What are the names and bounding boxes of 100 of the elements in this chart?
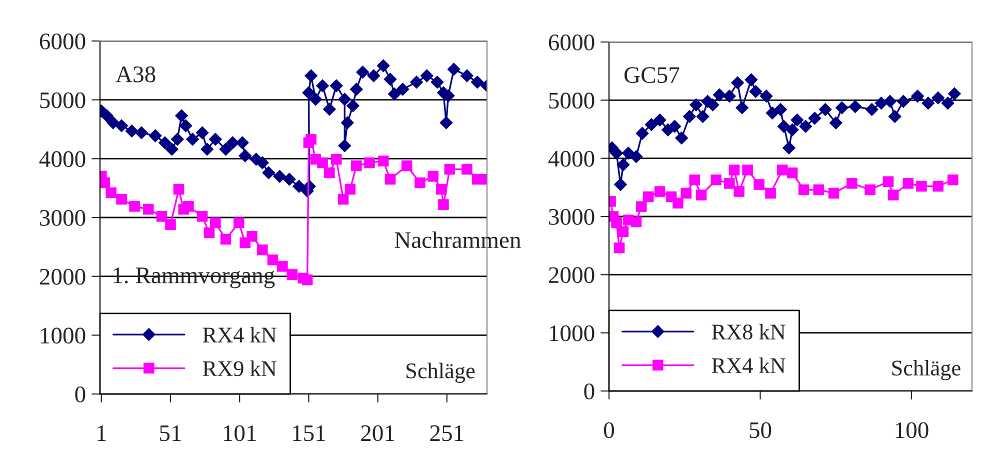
point [742,164,753,176]
point [340,116,354,130]
point [948,174,958,186]
point [790,114,804,126]
point [689,174,700,186]
x-tick-label: 151 [293,425,325,442]
point [622,146,635,160]
point [782,141,796,154]
point [309,92,322,106]
point [436,184,447,195]
point [828,188,840,199]
y-tick-label: 1000 [550,325,594,342]
point [116,194,127,205]
point [672,198,684,209]
point [344,184,356,195]
point [774,103,787,116]
point [818,103,832,116]
point [330,79,343,92]
point [618,226,629,238]
point [106,116,120,130]
point [644,118,658,132]
point [848,100,862,113]
point [728,164,740,176]
point [125,124,138,138]
point [208,132,222,146]
point [864,184,876,196]
point [100,177,110,188]
point [306,134,316,145]
point [896,94,910,108]
point [438,199,449,210]
point [302,86,316,100]
y-tick-label: 1000 [40,328,86,344]
point [744,73,758,86]
point [420,69,434,82]
point [760,90,773,103]
point [273,170,286,183]
x-tick-label: 0 [604,422,614,438]
point [614,242,625,254]
point [179,119,192,132]
point [654,186,666,197]
point [156,210,168,222]
point [384,72,397,86]
point [175,109,188,122]
point [292,180,306,193]
point [766,106,779,120]
point [706,98,720,112]
point [257,244,268,256]
point [219,142,232,156]
point [148,129,162,142]
point [183,200,194,212]
point [186,132,200,146]
point [323,102,336,116]
point [470,76,484,89]
point [710,174,722,186]
y-tick-label: 2000 [548,267,594,284]
y-tick-label: 3000 [40,210,86,226]
y-tick-label: 0 [75,386,86,402]
point [396,82,410,96]
point [846,178,858,189]
point [410,76,423,89]
point [173,184,184,195]
legend-label: RX9 kN [202,360,276,376]
y-tick-label: 4000 [548,150,594,167]
point [256,156,269,170]
point [636,201,647,212]
point [115,119,128,132]
text: GC57 [624,67,680,84]
point [226,136,240,150]
point [690,98,703,112]
point [884,94,896,108]
point [338,92,352,106]
point [142,204,154,215]
point [346,99,360,112]
point [696,110,710,123]
point [680,188,692,199]
point [798,184,810,196]
legend-label: RX4 kN [712,358,786,373]
point [106,187,116,198]
x-tick-label: 1 [98,425,106,441]
point [367,69,380,82]
x-tick-label: 201 [361,425,394,442]
point [302,274,313,286]
point [220,234,232,245]
point [277,260,288,272]
point [428,170,438,182]
x-axis-title: Schläge [406,362,475,383]
point [414,177,426,188]
point [722,90,736,103]
point [642,191,654,202]
point [922,96,935,110]
point [749,85,762,98]
point [786,167,798,178]
point [941,96,954,110]
point [304,69,318,82]
point [736,101,749,114]
point [351,160,362,172]
point [165,142,178,156]
point [210,217,221,228]
point [777,120,790,133]
point [932,180,944,192]
